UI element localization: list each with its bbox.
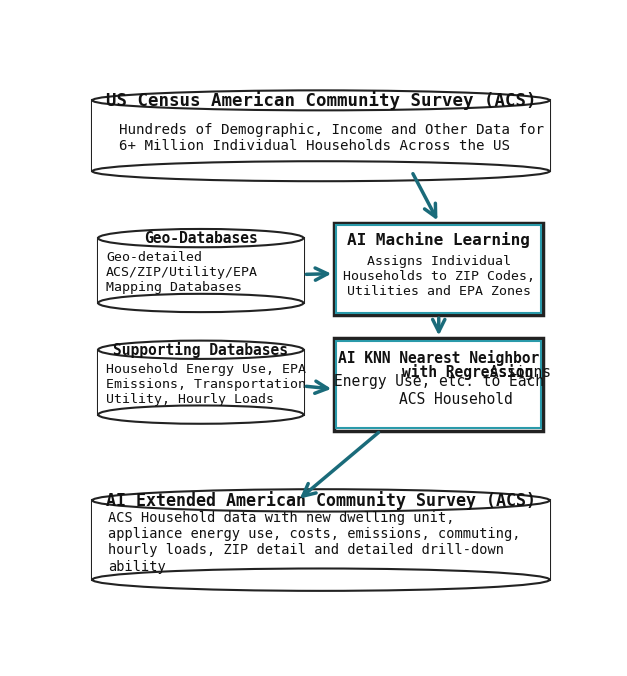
- Bar: [337, 341, 541, 429]
- Ellipse shape: [92, 489, 550, 512]
- Text: AI KNN Nearest Neighbor: AI KNN Nearest Neighbor: [338, 350, 539, 366]
- Bar: [334, 338, 544, 431]
- Bar: [92, 100, 550, 171]
- Bar: [334, 223, 544, 315]
- Ellipse shape: [98, 341, 303, 359]
- Ellipse shape: [92, 91, 550, 110]
- Ellipse shape: [98, 229, 303, 247]
- Text: Supporting Databases: Supporting Databases: [113, 342, 288, 358]
- Text: with Regression: with Regression: [401, 364, 533, 380]
- Text: Assigns: Assigns: [482, 364, 551, 380]
- Bar: [92, 500, 550, 580]
- Text: Geo-Databases: Geo-Databases: [144, 231, 258, 245]
- Bar: [98, 349, 303, 414]
- Text: Assigns Individual
Households to ZIP Codes,
Utilities and EPA Zones: Assigns Individual Households to ZIP Cod…: [343, 256, 535, 298]
- Text: Household Energy Use, EPA
Emissions, Transportation
Utility, Hourly Loads: Household Energy Use, EPA Emissions, Tra…: [106, 362, 306, 406]
- Text: AI Machine Learning: AI Machine Learning: [347, 232, 530, 247]
- Text: Geo-detailed
ACS/ZIP/Utility/EPA
Mapping Databases: Geo-detailed ACS/ZIP/Utility/EPA Mapping…: [106, 251, 258, 294]
- Ellipse shape: [98, 406, 303, 424]
- Text: AI Extended American Community Survey (ACS): AI Extended American Community Survey (A…: [106, 491, 536, 510]
- Ellipse shape: [92, 489, 550, 512]
- Text: Hundreds of Demographic, Income and Other Data for
6+ Million Individual Househo: Hundreds of Demographic, Income and Othe…: [120, 122, 544, 153]
- Bar: [337, 225, 541, 313]
- Ellipse shape: [98, 229, 303, 247]
- Ellipse shape: [98, 341, 303, 359]
- Text: Energy Use, etc. to Each
    ACS Household: Energy Use, etc. to Each ACS Household: [334, 375, 544, 407]
- Ellipse shape: [92, 569, 550, 591]
- Ellipse shape: [98, 294, 303, 312]
- Text: ACS Household data with new dwelling unit,
appliance energy use, costs, emission: ACS Household data with new dwelling uni…: [108, 511, 520, 573]
- Bar: [98, 238, 303, 303]
- Ellipse shape: [92, 162, 550, 181]
- Text: US Census American Community Survey (ACS): US Census American Community Survey (ACS…: [106, 91, 536, 110]
- Ellipse shape: [92, 91, 550, 110]
